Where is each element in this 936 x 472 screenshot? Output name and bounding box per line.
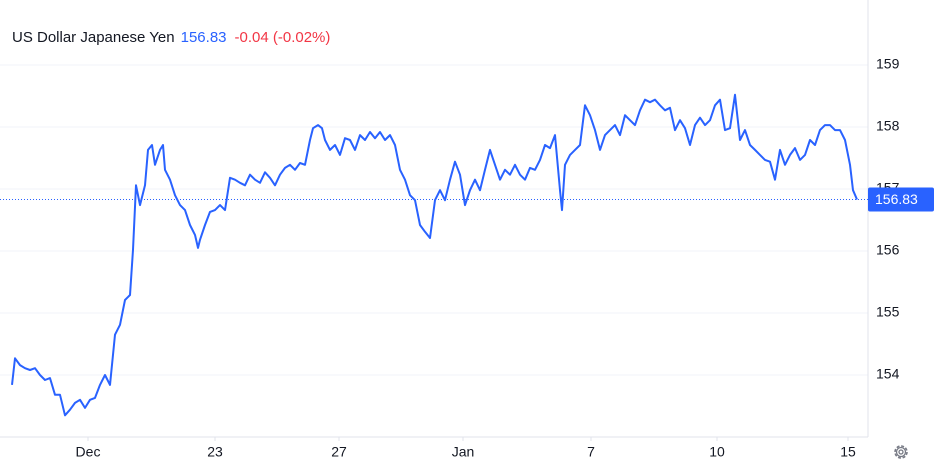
y-tick-label: 154 — [876, 366, 900, 382]
axes: 154155156157158159Dec2327Jan71015156.83 — [76, 56, 934, 460]
price-change: -0.04 (-0.02%) — [235, 29, 331, 46]
price-line — [11, 93, 858, 417]
plot — [0, 93, 868, 417]
gear-body — [895, 446, 907, 458]
x-tick-label: 10 — [709, 444, 725, 460]
last-price-tag — [868, 187, 934, 212]
x-tick-label: 7 — [587, 444, 595, 460]
header: US Dollar Japanese Yen 156.83 -0.04 (-0.02… — [12, 29, 330, 46]
y-tick-label: 156 — [876, 242, 900, 258]
last-price-tag-label: 156.83 — [875, 191, 918, 207]
last-price: 156.83 — [181, 29, 227, 46]
x-tick-label: 27 — [331, 444, 347, 460]
y-tick-label: 159 — [876, 56, 900, 72]
x-tick-label: 15 — [840, 444, 856, 460]
x-tick-label: Jan — [452, 444, 475, 460]
instrument-name: US Dollar Japanese Yen — [12, 29, 175, 46]
y-tick-label: 158 — [876, 118, 900, 134]
x-tick-label: Dec — [76, 444, 101, 460]
settings-icon[interactable] — [894, 445, 908, 459]
gear-hole — [898, 449, 904, 455]
y-tick-label: 155 — [876, 304, 900, 320]
x-tick-label: 23 — [207, 444, 223, 460]
gear-teeth — [894, 445, 908, 459]
